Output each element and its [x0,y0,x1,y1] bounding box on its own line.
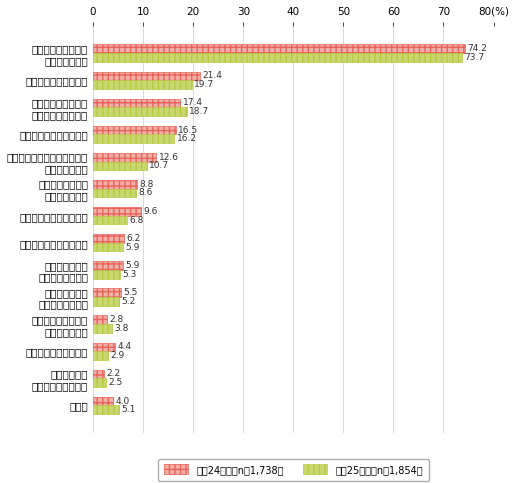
Bar [93,107,187,116]
Text: 19.7: 19.7 [194,80,214,89]
Bar [93,315,107,324]
Text: 21.4: 21.4 [203,71,222,80]
Bar [93,288,121,297]
Bar [93,161,147,170]
Text: 8.6: 8.6 [139,188,153,198]
Bar [93,397,113,405]
Legend: 平成24年末（n＝1,738）, 平成25年末（n＝1,854）: 平成24年末（n＝1,738）, 平成25年末（n＝1,854） [158,459,428,481]
Text: 16.2: 16.2 [176,134,197,143]
Text: 5.2: 5.2 [122,297,136,306]
Bar [93,99,180,107]
Text: 5.5: 5.5 [123,288,137,297]
Bar [93,53,462,62]
Bar [93,207,141,216]
Bar [93,378,106,387]
Bar [93,297,119,306]
Text: 2.5: 2.5 [108,378,122,387]
Text: 9.6: 9.6 [143,207,158,216]
Text: 4.0: 4.0 [116,397,130,406]
Text: 5.9: 5.9 [125,261,139,270]
Text: 6.8: 6.8 [130,215,144,225]
Bar [93,153,156,161]
Text: 5.9: 5.9 [125,242,139,252]
Text: 12.6: 12.6 [158,153,179,162]
Text: 18.7: 18.7 [189,107,209,116]
Bar [93,369,104,378]
Bar [93,351,107,360]
Text: 73.7: 73.7 [464,53,485,62]
Text: 8.8: 8.8 [140,180,154,189]
Text: 4.4: 4.4 [118,342,132,351]
Bar [93,342,115,351]
Bar [93,405,119,414]
Text: 2.2: 2.2 [107,369,121,379]
Text: 16.5: 16.5 [178,126,198,135]
Text: 5.1: 5.1 [121,405,136,414]
Bar [93,134,174,143]
Text: 5.3: 5.3 [122,270,136,279]
Text: 3.8: 3.8 [115,324,129,333]
Bar [93,270,120,279]
Bar [93,234,124,243]
Text: 2.9: 2.9 [110,351,124,360]
Text: 6.2: 6.2 [126,234,141,243]
Text: 10.7: 10.7 [149,161,169,170]
Bar [93,243,123,252]
Bar [93,80,191,89]
Bar [93,126,175,134]
Bar [93,71,200,80]
Bar [93,180,137,189]
Bar [93,189,136,197]
Text: 74.2: 74.2 [467,44,487,53]
Bar [93,324,112,333]
Bar [93,216,127,225]
Bar [93,261,123,270]
Text: 17.4: 17.4 [183,99,203,108]
Text: 2.8: 2.8 [109,315,124,324]
Bar [93,44,464,53]
